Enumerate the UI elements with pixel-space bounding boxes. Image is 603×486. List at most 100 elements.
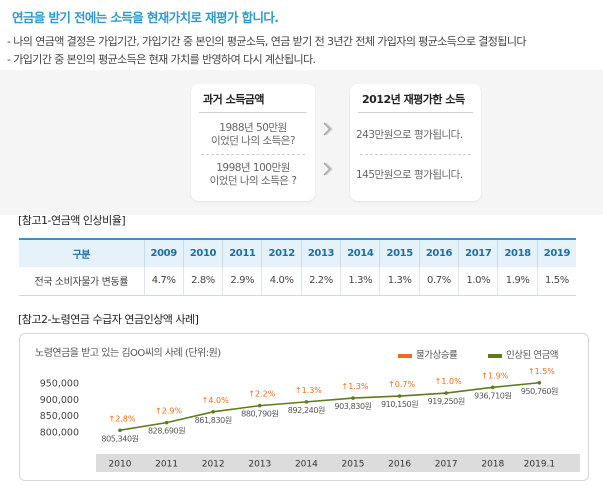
- rate-increase-label: ↑1.3%: [295, 386, 322, 395]
- x-axis-band: [96, 454, 580, 472]
- x-tick-label: 2017: [435, 460, 458, 470]
- table-header-year: 2009: [144, 238, 184, 267]
- ref2-title: [참고2-노령연금 수급자 연금인상액 사례]: [18, 313, 199, 326]
- legend-swatch-rate: [398, 353, 412, 358]
- rate-increase-label: ↑0.7%: [388, 380, 415, 389]
- y-tick-label: 800,000: [40, 428, 79, 439]
- x-tick-label: 2011: [155, 460, 178, 470]
- rate-increase-label: ↑2.8%: [108, 414, 135, 423]
- chart-canvas: 950,000 900,000 850,000 800,000 805,340원 ↑2.8…: [40, 367, 580, 472]
- pension-data-point: [304, 400, 309, 404]
- x-tick-label: 2019.1: [524, 460, 556, 470]
- pension-value-label: 950,760원: [521, 387, 558, 396]
- table-header-category: 구분: [19, 238, 145, 267]
- revalued-income-item-1: 243만원으로 평가됩니다.: [356, 129, 463, 141]
- chevron-right-icon: [322, 162, 334, 180]
- pension-series-line: [119, 381, 540, 432]
- y-tick-label: 850,000: [40, 411, 79, 422]
- pension-data-point: [118, 428, 122, 433]
- past-income-item-2: 1998년 100만원 이었던 나의 소득은 ?: [197, 162, 309, 188]
- pension-value-label: 910,150원: [381, 400, 418, 409]
- pension-chart: 노령연금을 받고 있는 김OO씨의 사례 (단위:원) 물가상승률 인상된 연금…: [19, 333, 589, 481]
- pension-value-label: 861,830원: [195, 416, 232, 425]
- chart-title: 노령연금을 받고 있는 김OO씨의 사례 (단위:원): [35, 348, 221, 359]
- legend-swatch-pension: [488, 353, 502, 358]
- comparison-panel: 과거 소득금액 1988년 50만원 이었던 나의 소득은? 1998년 100…: [0, 70, 603, 215]
- table-header-row: 구분 2009 2010 2011 2012 2013 2014 2015 20…: [19, 238, 576, 267]
- table-cell-rate: 4.0%: [261, 267, 302, 296]
- table-header-year: 2010: [183, 238, 224, 267]
- pension-value-label: 892,240원: [288, 406, 325, 415]
- pension-value-label: 828,690원: [148, 427, 185, 436]
- rate-increase-label: ↑1.9%: [481, 371, 508, 380]
- x-tick-label: 2012: [202, 460, 225, 470]
- pension-data-point: [164, 420, 169, 425]
- rate-increase-label: ↑4.0%: [202, 396, 229, 405]
- x-tick-label: 2018: [481, 460, 504, 470]
- ref1-title: [참고1-연금액 인상비율]: [18, 214, 126, 227]
- x-tick-label: 2014: [295, 460, 318, 470]
- pension-increase-table: 구분 2009 2010 2011 2012 2013 2014 2015 20…: [19, 238, 576, 296]
- table-header-year: 2014: [340, 238, 381, 267]
- divider: [201, 154, 305, 155]
- table-header-year: 2017: [458, 238, 499, 267]
- pension-data-point: [397, 394, 402, 398]
- x-tick-label: 2013: [248, 460, 271, 470]
- rate-increase-label: ↑2.9%: [155, 407, 182, 416]
- pension-value-label: 880,790원: [241, 410, 278, 419]
- divider: [358, 112, 473, 113]
- revalued-income-card: 2012년 재평가한 소득 243만원으로 평가됩니다. 145만원으로 평가됩…: [350, 84, 481, 201]
- table-cell-rate: 4.7%: [144, 267, 184, 296]
- table-cell-rate: 1.3%: [379, 267, 420, 296]
- pension-data-point: [537, 380, 542, 385]
- divider: [360, 154, 471, 155]
- pension-data-point: [491, 385, 495, 390]
- past-income-title: 과거 소득금액: [203, 93, 265, 106]
- pension-data-point: [258, 403, 262, 408]
- past-income-2-line1: 1998년 100만원: [216, 162, 290, 174]
- past-income-1-line2: 이었던 나의 소득은?: [210, 135, 296, 147]
- table-cell-rate: 1.9%: [497, 267, 538, 296]
- legend-item-pension: 인상된 연금액: [488, 347, 558, 361]
- y-tick-label: 900,000: [40, 395, 79, 406]
- table-header-year: 2012: [261, 238, 302, 267]
- rate-increase-label: ↑2.2%: [248, 390, 275, 399]
- rate-increase-label: ↑1.3%: [341, 382, 368, 391]
- table-header-year: 2015: [379, 238, 420, 267]
- divider: [199, 112, 307, 113]
- rate-increase-label: ↑1.0%: [435, 377, 462, 386]
- table-header-year: 2011: [222, 238, 263, 267]
- revalued-income-title: 2012년 재평가한 소득: [362, 93, 465, 106]
- table-header-year: 2013: [301, 238, 342, 267]
- pension-value-label: 805,340원: [101, 434, 138, 443]
- legend-label-rate: 물가상승률: [416, 350, 458, 361]
- description-line-1: - 나의 연금액 결정은 가입기간, 가입기간 중 본인의 평균소득, 연금 받…: [7, 35, 526, 48]
- legend-item-rate: 물가상승률: [398, 347, 458, 361]
- pension-data-point: [444, 391, 449, 395]
- x-tick-label: 2010: [109, 460, 132, 470]
- table-row: 전국 소비자물가 변동률 4.7% 2.8% 2.9% 4.0% 2.2% 1.…: [19, 267, 576, 296]
- rate-increase-label: ↑1.5%: [528, 367, 555, 376]
- table-header-year: 2019: [537, 238, 576, 267]
- past-income-1-line1: 1988년 50만원: [219, 122, 287, 134]
- pension-data-point: [211, 410, 215, 414]
- table-cell-rate: 2.9%: [222, 267, 263, 296]
- page-title: 연금을 받기 전에는 소득을 현재가치로 재평가 합니다.: [12, 10, 279, 25]
- table-header-year: 2018: [497, 238, 538, 267]
- chevron-right-icon: [322, 122, 334, 140]
- description-line-2: - 가입기간 중 본인의 평균소득은 현재 가치를 반영하여 다시 계산됩니다.: [7, 53, 316, 66]
- past-income-card: 과거 소득금액 1988년 50만원 이었던 나의 소득은? 1998년 100…: [191, 84, 315, 201]
- table-cell-rate: 2.8%: [183, 267, 224, 296]
- table-row-label: 전국 소비자물가 변동률: [19, 267, 145, 296]
- past-income-2-line2: 이었던 나의 소득은 ?: [209, 175, 297, 187]
- x-tick-label: 2016: [388, 460, 411, 470]
- table-header-year: 2016: [419, 238, 460, 267]
- legend-label-pension: 인상된 연금액: [506, 350, 558, 361]
- pension-value-label: 936,710원: [474, 391, 511, 400]
- y-tick-label: 950,000: [40, 379, 79, 390]
- table-cell-rate: 1.0%: [458, 267, 499, 296]
- table-cell-rate: 1.5%: [537, 267, 576, 296]
- x-tick-label: 2015: [342, 460, 365, 470]
- table-cell-rate: 1.3%: [340, 267, 381, 296]
- pension-value-label: 919,250원: [428, 397, 465, 406]
